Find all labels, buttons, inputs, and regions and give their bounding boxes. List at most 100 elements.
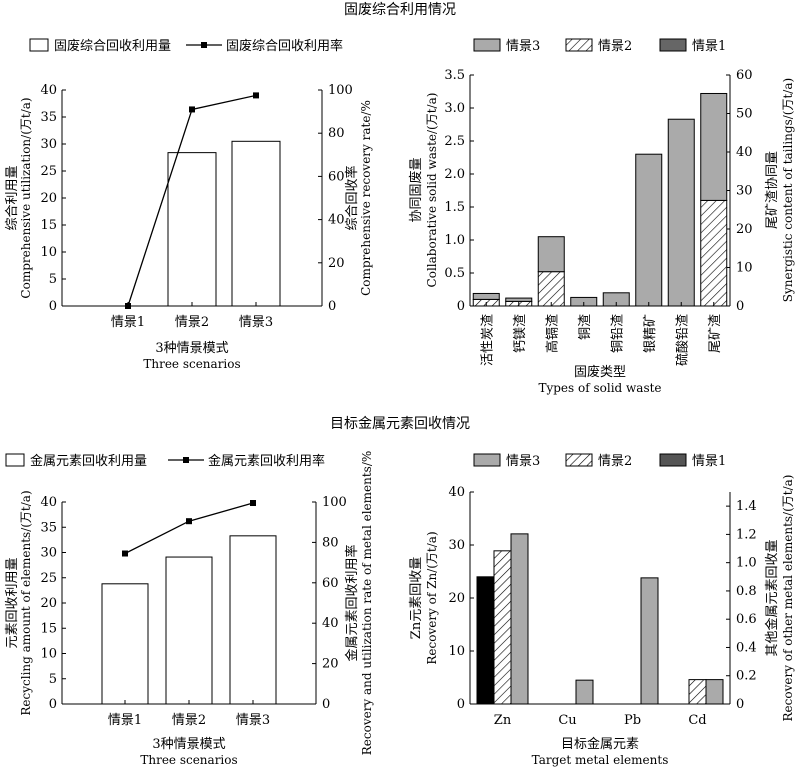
y-tick-label-left: 10: [40, 245, 57, 260]
legend-swatch-scenario3: [473, 453, 501, 467]
y-tick-label-right: 0.6: [736, 612, 757, 627]
legend-label-line: 固废综合回收利用率: [226, 38, 343, 54]
y-tick-label-right: 60: [322, 576, 339, 591]
y-tick-label-right: 80: [328, 126, 345, 141]
x-axis-title-cn: 3种情景模式: [155, 341, 228, 356]
bar: [165, 556, 213, 705]
y-tick-label-right: 10: [736, 261, 753, 276]
x-tick-label: 硫酸铅渣: [675, 314, 690, 366]
y-ticks-left: 0 0.5 1.0 1.5 2.0 2.5 3.0 3.5: [444, 68, 474, 314]
y-tick-label-left: 30: [40, 546, 57, 561]
legend: 情景3 情景2 情景1: [473, 453, 726, 469]
y-tick-label-left: 20: [40, 596, 57, 611]
y-tick-label-left: 40: [40, 495, 57, 510]
line-marker: [189, 106, 195, 113]
y-axis-right-title-en: Synergistic content of tailings/(万t/a): [781, 78, 795, 302]
y-tick-label-right: 40: [328, 213, 345, 228]
line-marker: [250, 500, 256, 507]
y-tick-label-right: 1.4: [736, 499, 757, 514]
legend-label-scenario3: 情景3: [506, 454, 540, 469]
y-tick-label-left: 3.5: [444, 68, 465, 83]
y-tick-label-right: 20: [736, 222, 753, 237]
bar-segment: [537, 236, 565, 273]
y-axis-left-title-en: Collaborative solid waste/(万t/a): [425, 93, 439, 288]
y-tick-label-left: 1.5: [444, 200, 465, 215]
y-tick-label-left: 30: [448, 538, 465, 553]
y-tick-label-right: 100: [328, 83, 353, 98]
bar: [640, 577, 659, 705]
x-tick-label: 高镉渣: [544, 314, 560, 353]
x-tick-label: Cd: [688, 713, 706, 728]
x-tick-label: 银精矿: [643, 314, 658, 353]
y-ticks-right: 0 20 40 60 80 100: [318, 83, 353, 314]
y-tick-label-left: 2.5: [444, 134, 465, 149]
y-tick-label-left: 35: [40, 110, 57, 125]
legend-label-scenario1: 情景1: [692, 39, 726, 54]
y-axis-right-title-cn: 金属元素回收利用率: [344, 544, 360, 661]
bar-segment: [700, 92, 728, 201]
legend-label-scenario1: 情景1: [692, 454, 726, 469]
legend-swatch-marker: [183, 457, 189, 463]
y-axis-left-title-cn: 综合利用量: [5, 165, 20, 230]
y-ticks-right: 0 10 20 30 40 50 60: [726, 68, 753, 314]
y-tick-label-right: 20: [322, 657, 339, 672]
y-ticks-right: 0 20 40 60 80 100: [312, 495, 347, 712]
x-tick-label: 钙镁渣: [513, 314, 528, 353]
y-tick-label-right: 1.0: [736, 556, 757, 571]
y-axis-right-title-cn: 其他金属元素回收量: [764, 539, 780, 656]
x-tick-label: Cu: [558, 713, 576, 728]
y-tick-label-left: 5: [49, 272, 57, 287]
x-axis-title-cn: 目标金属元素: [561, 736, 639, 752]
legend-swatch-marker: [201, 42, 207, 48]
x-tick-label: Zn: [494, 713, 512, 728]
x-tick-label: 铜渣: [578, 314, 593, 340]
y-tick-label-left: 3.0: [444, 101, 465, 116]
y-tick-label-right: 0.2: [736, 669, 757, 684]
y-axis-left-title-en: Recovery of Zn/(万t/a): [425, 531, 439, 664]
legend-label-line: 金属元素回收利用率: [208, 453, 325, 469]
bar-segment: [472, 292, 500, 300]
y-axis-left-title-en: Recycling amount of elements/(万t/a): [19, 490, 33, 715]
y-axis-left-title-cn: 协同固废量: [408, 157, 424, 222]
section-title-top: 固废综合利用情况: [344, 2, 456, 18]
bar-segment: [700, 199, 728, 307]
bar: [231, 140, 281, 307]
y-axis-right-title-cn: 综合回收率: [344, 165, 360, 230]
legend-swatch-scenario2: [565, 453, 593, 467]
y-tick-label-left: 10: [40, 647, 57, 662]
y-tick-label-left: 2.0: [444, 167, 465, 182]
bar: [688, 679, 707, 705]
bars: [476, 533, 724, 705]
y-axis-right-title-cn: 尾矿渣协同量: [765, 151, 780, 229]
chart-metal-element-recycling: 金属元素回收利用量 金属元素回收利用率 0 5 10 15 20 25 30 35 40 0 20…: [5, 451, 374, 767]
bar-segment: [667, 118, 695, 307]
bar: [575, 679, 594, 705]
line-marker: [186, 518, 192, 525]
section-title-bottom: 目标金属元素回收情况: [330, 416, 470, 432]
y-ticks-left: 0 10 20 30 40: [448, 485, 474, 712]
legend-label-scenario3: 情景3: [506, 39, 540, 54]
x-axis-title-en: Types of solid waste: [538, 381, 661, 395]
x-tick-label: 情景2: [172, 713, 206, 728]
x-tick-label: 尾矿渣: [708, 314, 723, 353]
legend-label-scenario2: 情景2: [598, 39, 632, 54]
y-tick-label-right: 0: [322, 697, 330, 712]
y-ticks-right: 0 0.2 0.4 0.6 0.8 1.0 1.2 1.4: [726, 499, 757, 712]
line-marker: [253, 92, 259, 99]
y-tick-label-right: 0: [328, 299, 336, 314]
bar-segment: [635, 153, 663, 307]
y-tick-label-right: 40: [736, 145, 753, 160]
y-tick-label-left: 0: [457, 697, 465, 712]
legend-label-scenario2: 情景2: [598, 454, 632, 469]
y-tick-label-right: 0: [736, 697, 744, 712]
x-tick-label: 情景2: [175, 315, 209, 330]
legend-swatch-bar: [5, 453, 25, 467]
x-axis-title-cn: 3种情景模式: [152, 737, 225, 752]
y-tick-label-left: 0: [49, 697, 57, 712]
y-axis-left-title-en: Comprehensive utilization/(万t/a): [19, 97, 33, 298]
y-tick-label-left: 15: [40, 218, 57, 233]
x-axis-title-en: Three scenarios: [143, 357, 240, 371]
y-tick-label-right: 60: [736, 68, 753, 83]
bar: [705, 679, 724, 705]
